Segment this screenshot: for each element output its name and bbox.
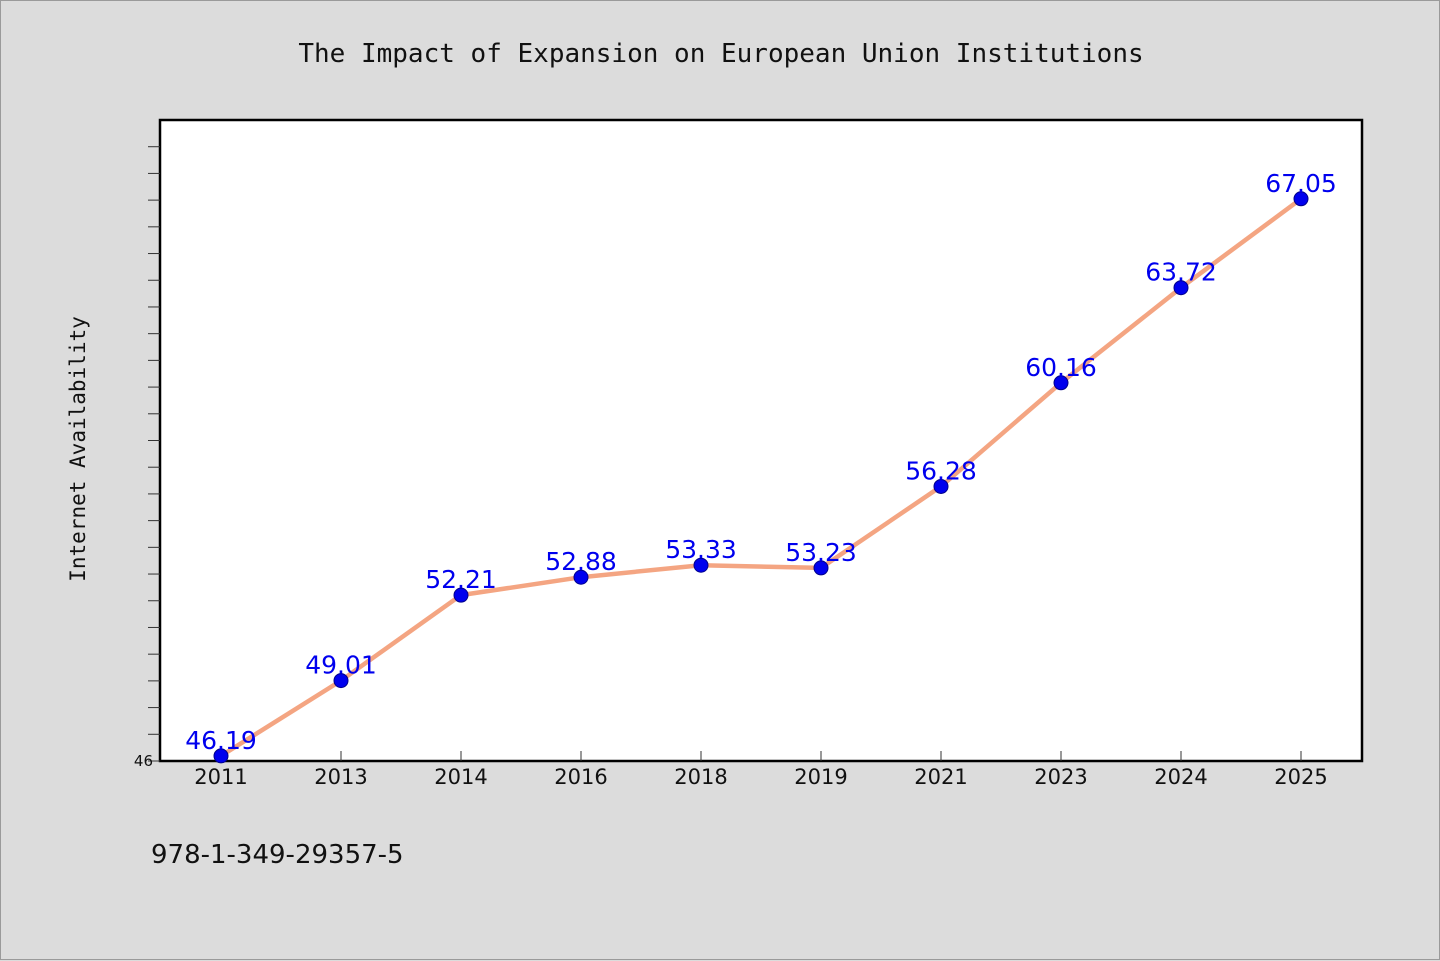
x-tick-label: 2016 — [554, 765, 607, 789]
data-point — [813, 560, 829, 576]
data-point — [573, 569, 589, 585]
data-point — [333, 673, 349, 689]
chart-title: The Impact of Expansion on European Unio… — [298, 39, 1143, 69]
data-label: 53.33 — [665, 535, 737, 564]
data-label: 53.23 — [785, 538, 857, 567]
isbn-footer: 978-1-349-29357-5 — [151, 840, 404, 870]
data-label: 56.28 — [905, 456, 977, 485]
x-tick-label: 2024 — [1154, 765, 1207, 789]
data-point — [213, 748, 229, 764]
data-point — [933, 478, 949, 494]
plot-area — [158, 118, 1364, 763]
data-label: 60.16 — [1025, 353, 1097, 382]
x-tick-label: 2013 — [314, 765, 367, 789]
data-point — [1293, 191, 1309, 207]
data-label: 52.88 — [545, 547, 617, 576]
x-tick-label: 2021 — [914, 765, 967, 789]
data-label: 63.72 — [1145, 258, 1217, 287]
y-tick-label: 46 — [134, 752, 153, 770]
x-tick-label: 2019 — [794, 765, 847, 789]
y-axis-ticks: 46 — [134, 146, 160, 770]
data-point — [1173, 280, 1189, 296]
y-axis-label: Internet Availability — [66, 316, 90, 582]
data-label: 46.19 — [185, 726, 257, 755]
x-axis-ticks: 2011 2013 2014 2016 2018 2019 2021 2023 2024 2025 — [194, 751, 1328, 789]
data-point — [693, 557, 709, 573]
data-point — [453, 587, 469, 603]
data-labels: 46.19 49.01 52.21 52.88 53.33 53.23 56.28 60.16… — [185, 169, 1337, 755]
x-tick-label: 2025 — [1274, 765, 1327, 789]
series-markers — [213, 191, 1309, 764]
x-tick-label: 2014 — [434, 765, 487, 789]
data-label: 49.01 — [305, 651, 377, 680]
x-tick-label: 2023 — [1034, 765, 1087, 789]
x-tick-label: 2018 — [674, 765, 727, 789]
data-point — [1053, 375, 1069, 391]
data-label: 52.21 — [425, 565, 497, 594]
data-label: 67.05 — [1265, 169, 1337, 198]
series-line — [218, 196, 1304, 759]
x-tick-label: 2011 — [194, 765, 247, 789]
